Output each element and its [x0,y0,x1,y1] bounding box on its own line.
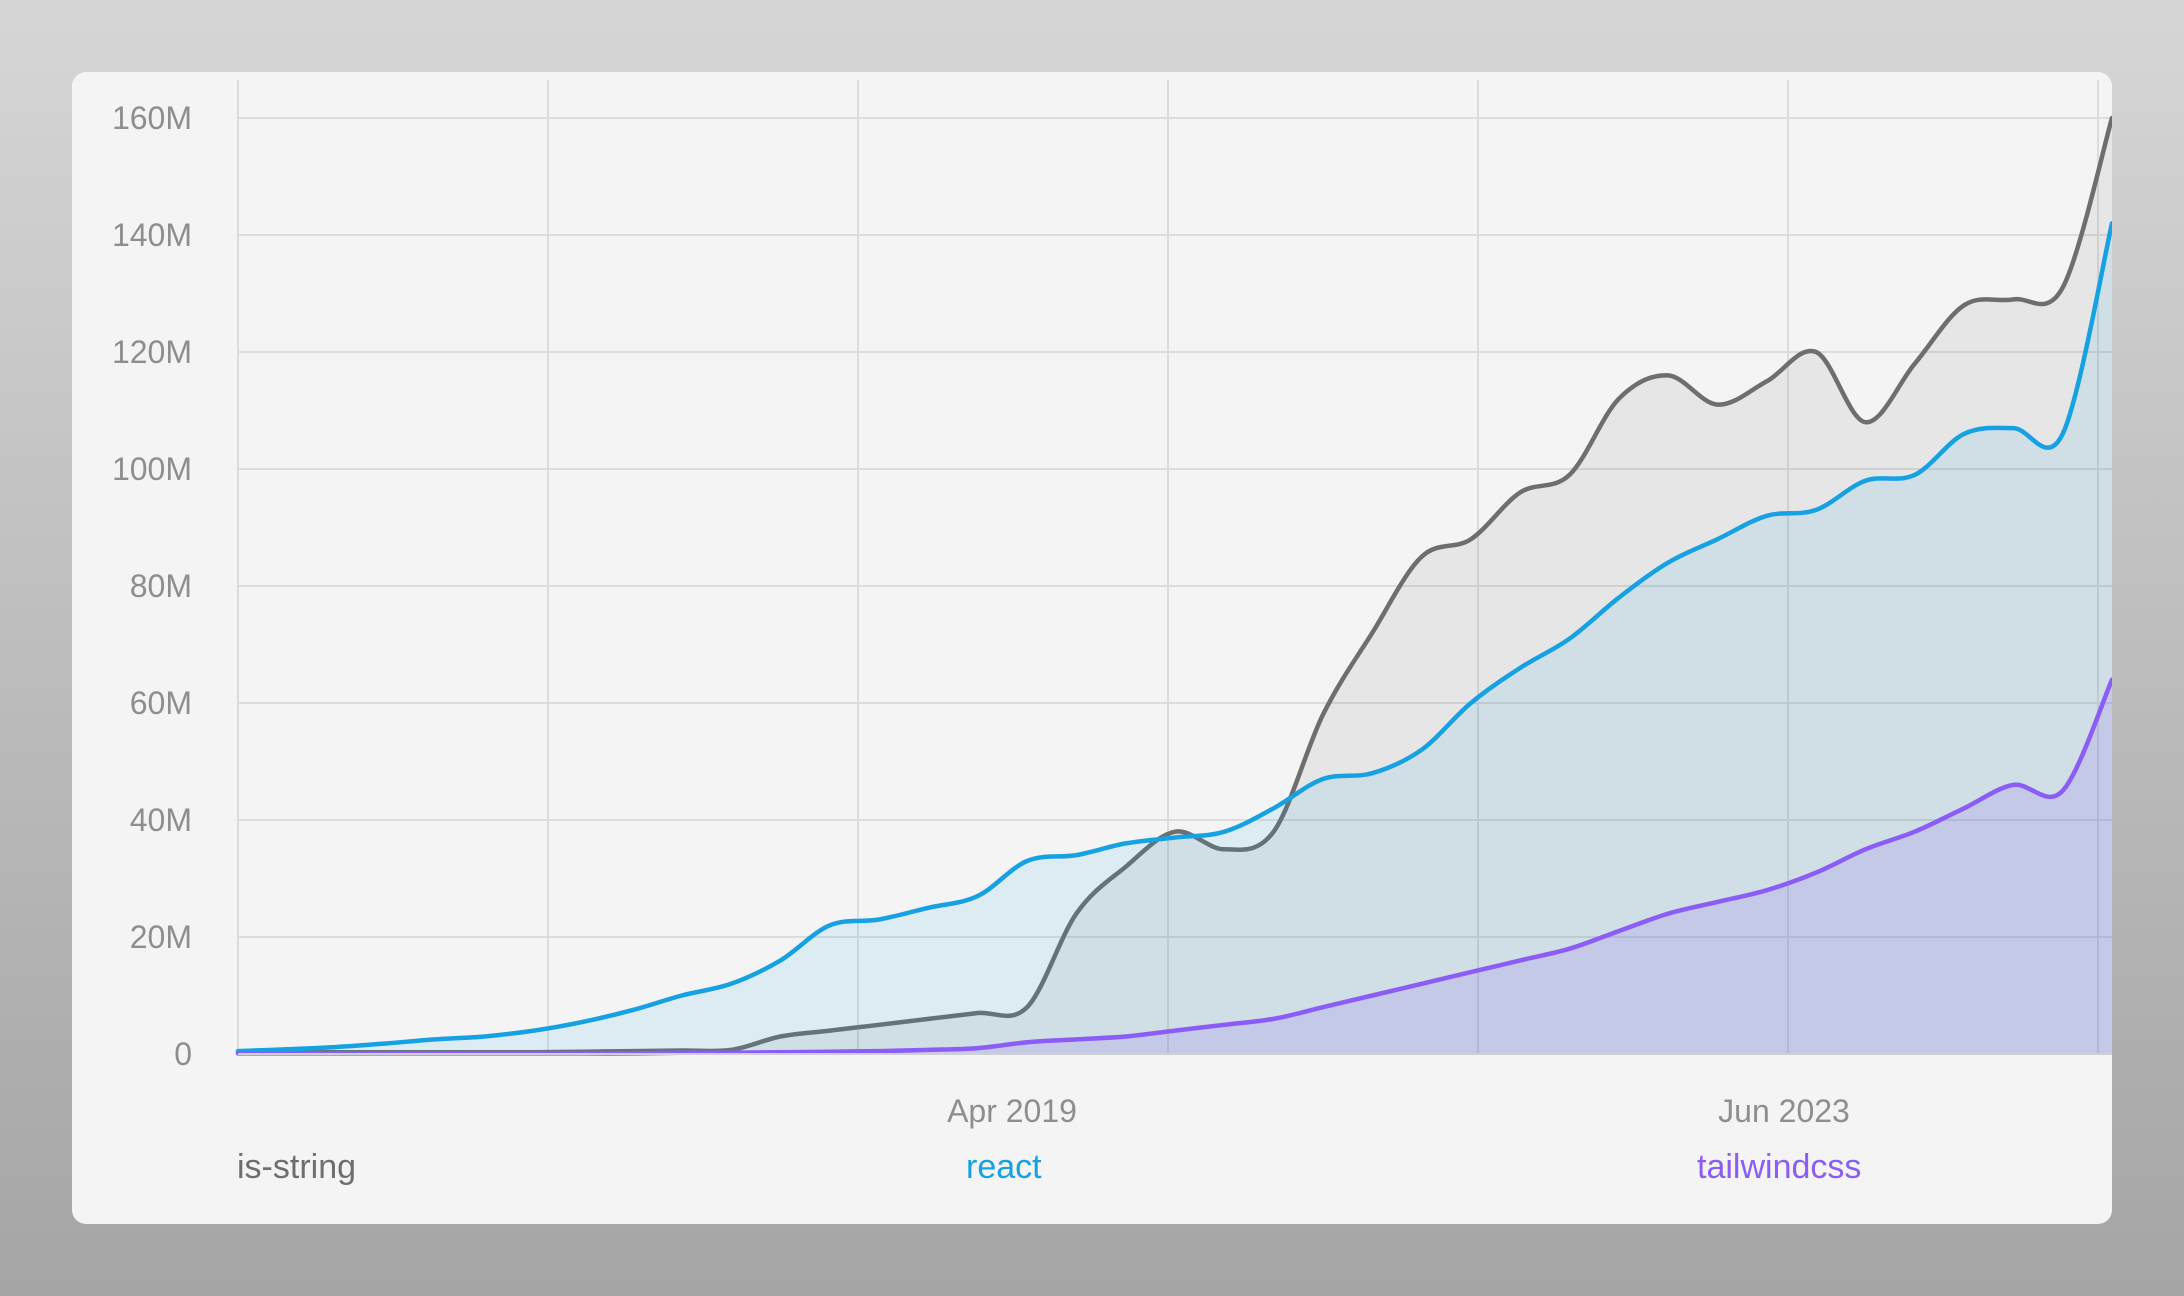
y-tick-label: 0 [174,1036,192,1072]
y-tick-label: 120M [112,334,192,370]
series-area-is-string [238,118,2112,1054]
y-tick-label: 160M [112,100,192,136]
y-tick-label: 20M [130,919,192,955]
gridlines [237,80,2112,1055]
x-tick-label: Apr 2019 [947,1093,1077,1129]
downloads-area-chart: 0 20M 40M 60M 80M 100M 120M 140M 160M Apr 2019 Jun… [112,80,2112,1129]
y-tick-label: 80M [130,568,192,604]
x-tick-label: Jun 2023 [1718,1093,1850,1129]
legend-item-is-string[interactable]: is-string [237,1148,357,1186]
legend-item-react[interactable]: react [966,1148,1042,1186]
series-area-tailwindcss [238,679,2112,1054]
y-tick-label: 60M [130,685,192,721]
series-line-react[interactable] [235,221,2112,1054]
series-area-react [238,223,2112,1055]
legend-item-tailwindcss[interactable]: tailwindcss [1697,1148,1862,1186]
y-tick-label: 100M [112,451,192,487]
series-react [235,221,2112,1055]
chart-card: 0 20M 40M 60M 80M 100M 120M 140M 160M Apr 2019 Jun… [72,72,2112,1224]
y-tick-label: 140M [112,217,192,253]
y-tick-label: 40M [130,802,192,838]
